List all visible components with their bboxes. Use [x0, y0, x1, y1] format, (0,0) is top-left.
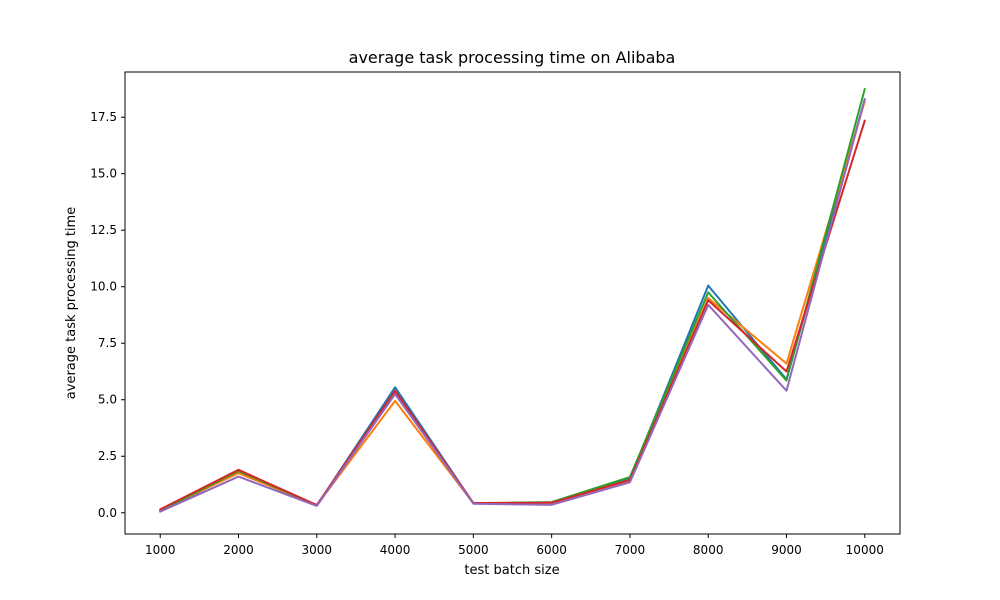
y-tick-label: 10.0	[90, 280, 117, 294]
x-tick-label: 8000	[693, 543, 724, 557]
x-tick-label: 1000	[145, 543, 176, 557]
y-tick-label: 15.0	[90, 167, 117, 181]
x-tick-label: 3000	[302, 543, 333, 557]
series-layer	[159, 87, 866, 513]
y-axis: 0.0 2.5 5.0 7.5 10.0 12.5 15.0 17.5	[90, 110, 125, 520]
series-line-5	[159, 98, 866, 513]
y-tick-label: 12.5	[90, 223, 117, 237]
x-tick-label: 4000	[380, 543, 411, 557]
x-tick-label: 2000	[223, 543, 254, 557]
y-tick-label: 0.0	[98, 506, 117, 520]
y-tick-label: 7.5	[98, 336, 117, 350]
x-tick-label: 6000	[536, 543, 567, 557]
series-line-1	[159, 98, 866, 513]
x-tick-label: 7000	[615, 543, 646, 557]
x-tick-label: 5000	[458, 543, 489, 557]
series-line-3	[159, 87, 866, 512]
plot-frame	[124, 71, 901, 535]
x-axis: 1000 2000 3000 4000 5000 6000 7000 8000 9000 1000…	[145, 534, 884, 557]
x-tick-label: 10000	[846, 543, 884, 557]
y-axis-label: average task processing time	[64, 207, 79, 399]
y-tick-label: 17.5	[90, 110, 117, 124]
chart-title: average task processing time on Alibaba	[349, 48, 676, 67]
x-axis-label: test batch size	[464, 563, 559, 578]
y-tick-label: 2.5	[98, 449, 117, 463]
series-line-4	[159, 119, 866, 511]
x-tick-label: 9000	[771, 543, 802, 557]
series-line-2	[159, 100, 866, 512]
y-tick-label: 5.0	[98, 393, 117, 407]
